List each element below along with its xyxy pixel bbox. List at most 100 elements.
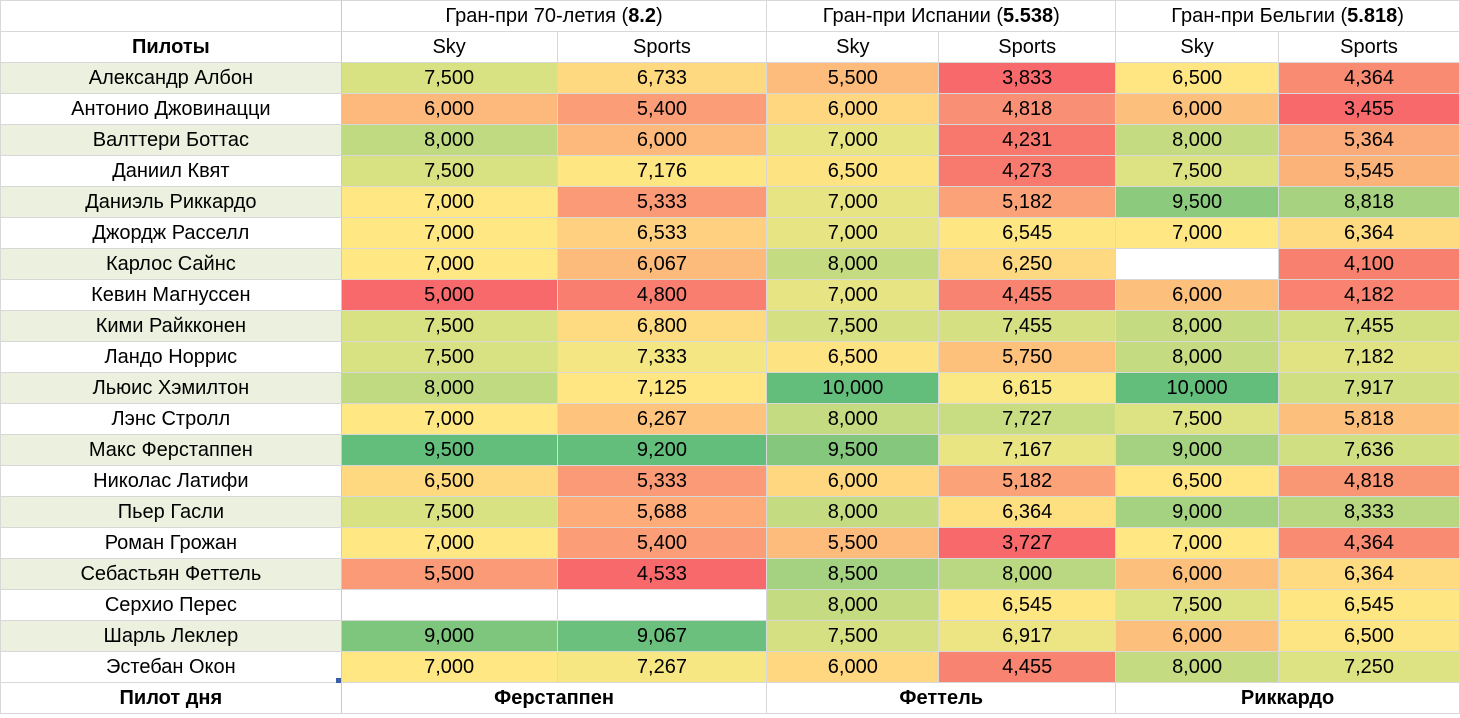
rating-cell[interactable]: 7,000 bbox=[766, 217, 940, 249]
rating-cell[interactable]: 8,333 bbox=[1278, 496, 1460, 528]
rating-cell[interactable]: 8,000 bbox=[938, 558, 1117, 590]
rating-cell[interactable]: 5,500 bbox=[766, 62, 940, 94]
pilots-header[interactable]: Пилоты bbox=[0, 31, 342, 63]
rating-cell[interactable]: 8,000 bbox=[1115, 124, 1280, 156]
sports-header-2[interactable]: Sports bbox=[938, 31, 1117, 63]
rating-cell[interactable]: 6,500 bbox=[1115, 465, 1280, 497]
pilot-name-cell[interactable]: Карлос Сайнс bbox=[0, 248, 342, 280]
rating-cell[interactable]: 6,800 bbox=[556, 310, 768, 342]
fill-handle-icon[interactable] bbox=[336, 678, 341, 683]
race-header-1[interactable]: Гран-при 70-летия (8.2) bbox=[340, 0, 768, 32]
race-header-2[interactable]: Гран-при Испании (5.538) bbox=[766, 0, 1117, 32]
rating-cell[interactable]: 6,000 bbox=[1115, 558, 1280, 590]
pilot-name-cell[interactable]: Шарль Леклер bbox=[0, 620, 342, 652]
pilot-name-cell[interactable]: Александр Албон bbox=[0, 62, 342, 94]
driver-of-day-winner[interactable]: Феттель bbox=[766, 682, 1117, 714]
sky-header-1[interactable]: Sky bbox=[340, 31, 558, 63]
rating-cell[interactable]: 9,000 bbox=[1115, 496, 1280, 528]
race-header-3[interactable]: Гран-при Бельгии (5.818) bbox=[1115, 0, 1460, 32]
rating-cell[interactable]: 4,100 bbox=[1278, 248, 1460, 280]
rating-cell[interactable]: 7,333 bbox=[556, 341, 768, 373]
rating-cell[interactable]: 6,067 bbox=[556, 248, 768, 280]
rating-cell[interactable]: 7,500 bbox=[340, 155, 558, 187]
rating-cell[interactable]: 6,364 bbox=[938, 496, 1117, 528]
rating-cell[interactable]: 7,636 bbox=[1278, 434, 1460, 466]
rating-cell[interactable]: 4,455 bbox=[938, 651, 1117, 683]
rating-cell[interactable]: 6,500 bbox=[1115, 62, 1280, 94]
rating-cell[interactable]: 7,000 bbox=[766, 124, 940, 156]
rating-cell[interactable]: 4,818 bbox=[938, 93, 1117, 125]
rating-cell[interactable]: 5,500 bbox=[766, 527, 940, 559]
rating-cell[interactable]: 7,182 bbox=[1278, 341, 1460, 373]
pilot-name-cell[interactable]: Кими Райкконен bbox=[0, 310, 342, 342]
rating-cell[interactable]: 7,167 bbox=[938, 434, 1117, 466]
rating-cell[interactable]: 6,000 bbox=[766, 651, 940, 683]
rating-cell[interactable]: 7,500 bbox=[766, 620, 940, 652]
rating-cell[interactable]: 7,000 bbox=[340, 217, 558, 249]
rating-cell[interactable]: 9,200 bbox=[556, 434, 768, 466]
rating-cell[interactable]: 7,000 bbox=[340, 527, 558, 559]
rating-cell[interactable]: 8,000 bbox=[1115, 310, 1280, 342]
pilot-name-cell[interactable]: Эстебан Окон bbox=[0, 651, 342, 683]
rating-cell[interactable]: 7,000 bbox=[340, 248, 558, 280]
rating-cell[interactable]: 6,250 bbox=[938, 248, 1117, 280]
rating-cell[interactable]: 4,364 bbox=[1278, 527, 1460, 559]
sports-header-1[interactable]: Sports bbox=[556, 31, 768, 63]
rating-cell[interactable]: 10,000 bbox=[766, 372, 940, 404]
pilot-name-cell[interactable]: Кевин Магнуссен bbox=[0, 279, 342, 311]
rating-cell[interactable]: 6,364 bbox=[1278, 217, 1460, 249]
driver-of-day-winner[interactable]: Риккардо bbox=[1115, 682, 1460, 714]
rating-cell[interactable]: 10,000 bbox=[1115, 372, 1280, 404]
rating-cell[interactable]: 6,364 bbox=[1278, 558, 1460, 590]
rating-cell[interactable]: 8,818 bbox=[1278, 186, 1460, 218]
sky-header-2[interactable]: Sky bbox=[766, 31, 940, 63]
rating-cell[interactable]: 4,182 bbox=[1278, 279, 1460, 311]
rating-cell[interactable]: 7,000 bbox=[340, 403, 558, 435]
pilot-name-cell[interactable]: Лэнс Стролл bbox=[0, 403, 342, 435]
rating-cell[interactable]: 7,000 bbox=[1115, 217, 1280, 249]
pilot-name-cell[interactable]: Макс Ферстаппен bbox=[0, 434, 342, 466]
rating-cell[interactable]: 9,500 bbox=[766, 434, 940, 466]
rating-cell[interactable]: 8,500 bbox=[766, 558, 940, 590]
rating-cell[interactable]: 7,500 bbox=[1115, 589, 1280, 621]
pilot-name-cell[interactable]: Льюис Хэмилтон bbox=[0, 372, 342, 404]
rating-cell[interactable]: 7,455 bbox=[938, 310, 1117, 342]
pilot-name-cell[interactable]: Себастьян Феттель bbox=[0, 558, 342, 590]
rating-cell[interactable]: 4,231 bbox=[938, 124, 1117, 156]
driver-of-day-label[interactable]: Пилот дня bbox=[0, 682, 342, 714]
rating-cell[interactable]: 7,727 bbox=[938, 403, 1117, 435]
rating-cell[interactable]: 8,000 bbox=[1115, 651, 1280, 683]
rating-cell[interactable]: 7,000 bbox=[340, 651, 558, 683]
rating-cell[interactable] bbox=[556, 589, 768, 621]
rating-cell[interactable]: 7,917 bbox=[1278, 372, 1460, 404]
rating-cell[interactable]: 7,000 bbox=[766, 186, 940, 218]
rating-cell[interactable]: 6,545 bbox=[938, 589, 1117, 621]
rating-cell[interactable]: 3,727 bbox=[938, 527, 1117, 559]
driver-of-day-winner[interactable]: Ферстаппен bbox=[340, 682, 768, 714]
rating-cell[interactable]: 6,917 bbox=[938, 620, 1117, 652]
rating-cell[interactable]: 8,000 bbox=[1115, 341, 1280, 373]
rating-cell[interactable]: 6,545 bbox=[938, 217, 1117, 249]
pilot-name-cell[interactable]: Николас Латифи bbox=[0, 465, 342, 497]
pilot-name-cell[interactable]: Серхио Перес bbox=[0, 589, 342, 621]
rating-cell[interactable]: 5,750 bbox=[938, 341, 1117, 373]
rating-cell[interactable]: 7,455 bbox=[1278, 310, 1460, 342]
rating-cell[interactable]: 6,267 bbox=[556, 403, 768, 435]
rating-cell[interactable]: 7,500 bbox=[340, 341, 558, 373]
pilot-name-cell[interactable]: Даниэль Риккардо bbox=[0, 186, 342, 218]
pilot-name-cell[interactable]: Валттери Боттас bbox=[0, 124, 342, 156]
rating-cell[interactable]: 6,500 bbox=[1278, 620, 1460, 652]
rating-cell[interactable]: 3,833 bbox=[938, 62, 1117, 94]
rating-cell[interactable]: 9,000 bbox=[340, 620, 558, 652]
rating-cell[interactable]: 7,250 bbox=[1278, 651, 1460, 683]
rating-cell[interactable]: 5,182 bbox=[938, 186, 1117, 218]
rating-cell[interactable]: 8,000 bbox=[766, 496, 940, 528]
rating-cell[interactable]: 4,818 bbox=[1278, 465, 1460, 497]
rating-cell[interactable]: 4,455 bbox=[938, 279, 1117, 311]
rating-cell[interactable]: 7,267 bbox=[556, 651, 768, 683]
rating-cell[interactable]: 4,533 bbox=[556, 558, 768, 590]
rating-cell[interactable]: 5,400 bbox=[556, 93, 768, 125]
rating-cell[interactable]: 7,176 bbox=[556, 155, 768, 187]
rating-cell[interactable]: 9,500 bbox=[340, 434, 558, 466]
rating-cell[interactable]: 6,000 bbox=[556, 124, 768, 156]
